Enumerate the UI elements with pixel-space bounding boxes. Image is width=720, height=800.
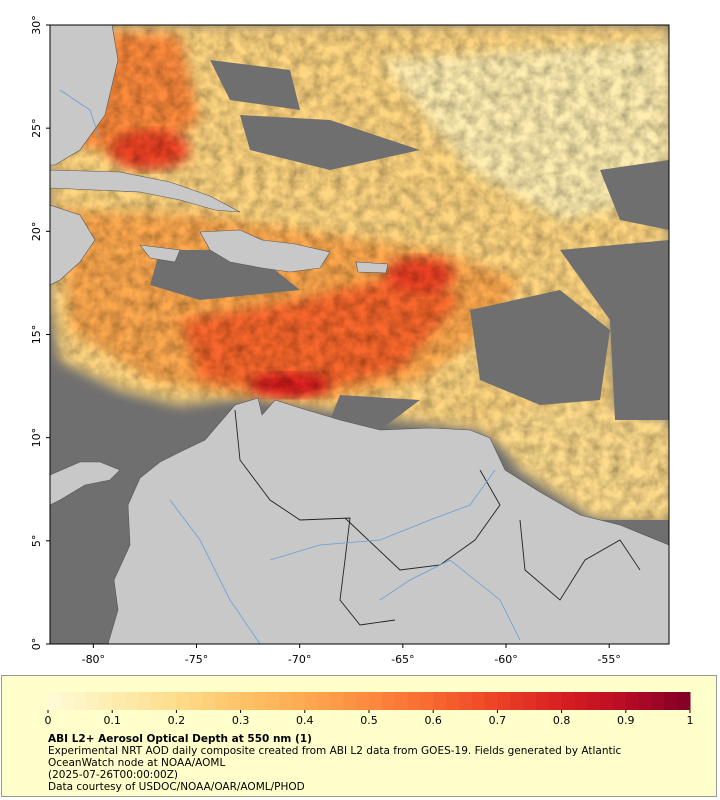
- colorbar-block: [202, 692, 216, 710]
- colorbar-block: [150, 692, 165, 710]
- colorbar-block: [381, 692, 396, 710]
- colorbar-block: [574, 692, 588, 710]
- colorbar-block: [125, 692, 139, 710]
- colorbar-block: [587, 692, 601, 710]
- rivers: [59, 89, 521, 644]
- colorbar-block: [343, 692, 357, 710]
- colorbar-block: [227, 692, 242, 710]
- colorbar-tick-label: 0: [45, 714, 52, 727]
- borders: [234, 409, 641, 626]
- colorbar: 0 0.1 0.2 0.3 0.4 0.5 0.6 0.7 0.8 0.9 1: [45, 692, 694, 727]
- colorbar-block: [600, 692, 614, 710]
- colorbar-block: [471, 692, 486, 710]
- colorbar-block: [664, 692, 678, 710]
- colorbar-tick-label: 0.8: [553, 714, 571, 727]
- colorbar-tick-label: 0.3: [232, 714, 250, 727]
- y-tick-label: 10°: [30, 428, 43, 448]
- colorbar-block: [356, 692, 370, 710]
- colorbar-block: [433, 692, 447, 710]
- colorbar-block: [446, 692, 460, 710]
- y-tick-label: 30°: [30, 15, 43, 35]
- colorbar-block: [214, 692, 229, 710]
- colorbar-block: [484, 692, 498, 710]
- colorbar-tick-label: 0.6: [424, 714, 442, 727]
- colorbar-block: [137, 692, 152, 710]
- colorbar-block: [189, 692, 203, 710]
- colorbar-block: [317, 692, 331, 710]
- colorbar-tick-label: 0.2: [168, 714, 186, 727]
- x-tick-label: -80°: [82, 653, 105, 666]
- x-tick-label: -75°: [185, 653, 208, 666]
- colorbar-tick-label: 1: [687, 714, 694, 727]
- x-tick-label: -70°: [288, 653, 311, 666]
- colorbar-block: [112, 692, 126, 710]
- colorbar-block: [612, 692, 627, 710]
- colorbar-block: [407, 692, 421, 710]
- axes: -80° -75° -70° -65° -60° -55° 0° 5° 10° 15° 20° 25°…: [30, 15, 621, 666]
- colorbar-block: [291, 692, 306, 710]
- x-tick-label: -60°: [494, 653, 517, 666]
- colorbar-block: [561, 692, 575, 710]
- colorbar-block: [86, 692, 100, 710]
- legend-description: Experimental NRT AOD daily composite cre…: [48, 745, 622, 769]
- legend: 0 0.1 0.2 0.3 0.4 0.5 0.6 0.7 0.8 0.9 1 ABI L2+ Ae…: [1, 675, 717, 797]
- colorbar-block: [394, 692, 409, 710]
- legend-credit: Data courtesy of USDOC/NOAA/OAR/AOML/PHO…: [48, 781, 305, 793]
- y-tick-label: 5°: [30, 535, 43, 548]
- x-tick-label: -55°: [597, 653, 620, 666]
- colorbar-block: [99, 692, 113, 710]
- colorbar-tick-label: 0.1: [103, 714, 121, 727]
- x-tick-label: -65°: [391, 653, 414, 666]
- colorbar-tick-label: 0.4: [296, 714, 314, 727]
- colorbar-block: [304, 692, 319, 710]
- cloud-gaps: [50, 60, 669, 644]
- colorbar-block: [510, 692, 524, 710]
- y-tick-label: 20°: [30, 222, 43, 242]
- colorbar-tick-label: 0.5: [360, 714, 378, 727]
- aerosol-field: [50, 25, 669, 520]
- y-tick-label: 25°: [30, 118, 43, 138]
- colorbar-block: [330, 692, 344, 710]
- map: -80° -75° -70° -65° -60° -55° 0° 5° 10° 15° 20° 25°…: [30, 15, 670, 666]
- colorbar-block: [458, 692, 473, 710]
- colorbar-block: [523, 692, 537, 710]
- colorbar-block: [279, 692, 293, 710]
- colorbar-block: [625, 692, 640, 710]
- colorbar-block: [497, 692, 511, 710]
- colorbar-block: [163, 692, 177, 710]
- colorbar-block: [651, 692, 665, 710]
- colorbar-block: [420, 692, 434, 710]
- colorbar-block: [369, 692, 383, 710]
- colorbar-block: [176, 692, 190, 710]
- colorbar-block: [253, 692, 267, 710]
- land: [50, 25, 669, 644]
- colorbar-block: [677, 692, 691, 710]
- colorbar-tick-label: 0.9: [617, 714, 635, 727]
- map-layers: [50, 25, 669, 644]
- colorbar-block: [535, 692, 550, 710]
- colorbar-tick-label: 0.7: [489, 714, 507, 727]
- colorbar-block: [548, 692, 563, 710]
- colorbar-block: [73, 692, 88, 710]
- colorbar-block: [48, 692, 62, 710]
- page: -80° -75° -70° -65° -60° -55° 0° 5° 10° 15° 20° 25°…: [1, 15, 717, 797]
- colorbar-block: [240, 692, 254, 710]
- colorbar-block: [60, 692, 75, 710]
- y-tick-label: 15°: [30, 325, 43, 345]
- legend-title: ABI L2+ Aerosol Optical Depth at 550 nm …: [48, 733, 312, 745]
- colorbar-block: [638, 692, 652, 710]
- y-tick-label: 0°: [30, 638, 43, 651]
- colorbar-block: [266, 692, 280, 710]
- legend-time: (2025-07-26T00:00:00Z): [48, 769, 178, 781]
